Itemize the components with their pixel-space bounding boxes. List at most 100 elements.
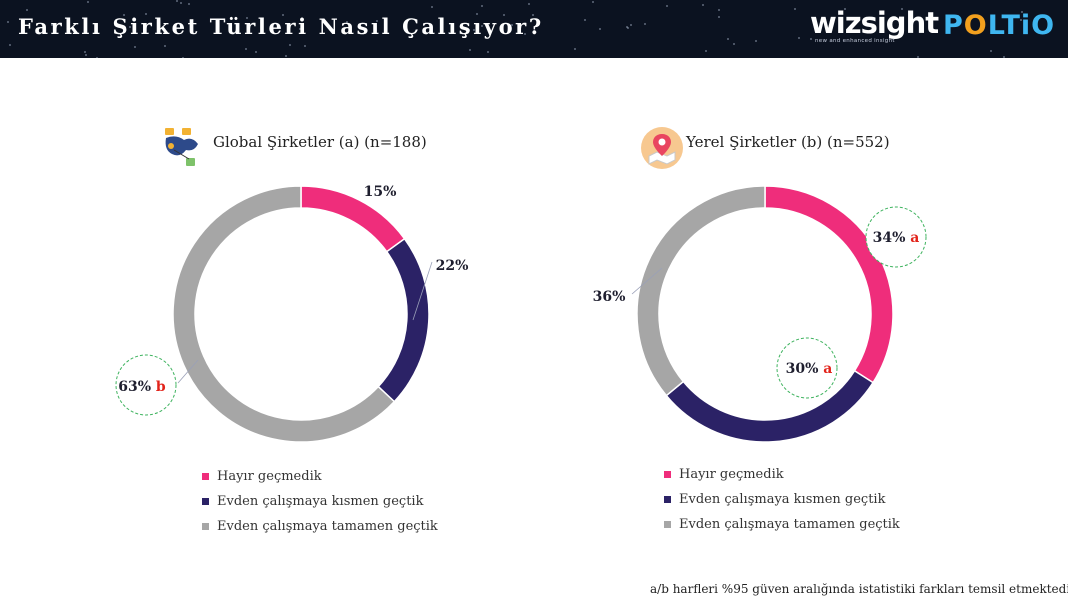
legend-label: Hayır geçmedik (217, 469, 322, 484)
significance-circle (115, 354, 177, 416)
legend-label: Evden çalışmaya kısmen geçtik (217, 494, 424, 509)
legend-global: Hayır geçmedik Evden çalışmaya kısmen ge… (202, 464, 438, 539)
star-dot (245, 48, 248, 51)
star-dot (487, 50, 490, 53)
donut-slice (377, 237, 430, 403)
legend-swatch-navy (202, 498, 209, 505)
star-dot (468, 28, 471, 31)
donut-slice (172, 185, 396, 443)
poltio-logo-p: P (943, 10, 964, 41)
star-dot (532, 13, 535, 16)
wizsight-logo: wizsight (810, 6, 939, 40)
star-dot (989, 49, 992, 52)
star-dot (573, 48, 576, 51)
footnote: a/b harfleri %95 güven aralığında istati… (650, 582, 1068, 596)
data-label-value: 22% (436, 258, 469, 274)
star-dot (345, 20, 348, 23)
data-label-value: 34% (873, 230, 906, 246)
star-dot (629, 23, 632, 26)
star-dot (510, 24, 513, 27)
wizsight-logo-tagline: new and enhanced insight (815, 38, 895, 44)
legend-label: Hayır geçmedik (679, 467, 784, 482)
star-dot (375, 20, 378, 23)
star-dot (447, 31, 450, 34)
star-dot (844, 7, 847, 10)
data-label: 36% (593, 289, 626, 305)
star-dot (288, 44, 291, 47)
legend-swatch-gray (664, 521, 671, 528)
star-dot (705, 50, 708, 53)
chart-title-global: Global Şirketler (a) (n=188) (213, 133, 427, 151)
star-dot (133, 46, 136, 48)
legend-label: Evden çalışmaya tamamen geçtik (679, 517, 900, 532)
legend-swatch-navy (664, 496, 671, 503)
star-dot (480, 5, 483, 8)
star-dot (666, 5, 669, 7)
significance-circle (865, 206, 927, 268)
legend-swatch-pink (664, 471, 671, 478)
star-dot (527, 3, 530, 6)
star-dot (481, 25, 484, 28)
star-dot (473, 29, 476, 32)
star-dot (188, 2, 191, 5)
donut-slice (665, 369, 875, 443)
star-dot (793, 7, 796, 10)
star-dot (475, 13, 478, 16)
star-dot (298, 28, 301, 31)
poltio-logo: POLTiO (943, 10, 1055, 41)
star-dot (732, 42, 735, 45)
data-label-value: 15% (364, 184, 397, 200)
star-dot (717, 9, 720, 12)
star-dot (900, 8, 903, 11)
donut-slice (636, 185, 766, 397)
significance-letter: a (905, 230, 919, 246)
star-dot (303, 45, 306, 48)
star-dot (502, 13, 505, 16)
label-leader-line (412, 261, 433, 321)
data-label: 63% b (118, 379, 166, 395)
data-label-value: 36% (593, 289, 626, 305)
star-dot (123, 14, 126, 17)
legend-label: Evden çalışmaya kısmen geçtik (679, 492, 886, 507)
star-dot (282, 13, 285, 16)
star-dot (7, 20, 10, 23)
global-network-icon (165, 128, 198, 166)
star-dot (798, 37, 801, 40)
label-leader-line (177, 359, 199, 384)
data-label: 30% a (786, 361, 833, 377)
star-dot (717, 16, 720, 19)
star-dot (254, 51, 257, 54)
legend-swatch-pink (202, 473, 209, 480)
map-pin-icon (641, 127, 683, 169)
star-dot (1020, 18, 1023, 21)
chart-title-local: Yerel Şirketler (b) (n=552) (686, 133, 890, 151)
star-dot (85, 53, 88, 56)
star-dot (643, 23, 646, 26)
star-dot (916, 56, 919, 58)
star-dot (50, 23, 53, 26)
star-dot (128, 25, 131, 28)
legend-item-full: Evden çalışmaya tamamen geçtik (202, 514, 438, 539)
significance-circle (776, 337, 838, 399)
legend-swatch-gray (202, 523, 209, 530)
significance-letter: b (151, 379, 166, 395)
star-dot (87, 1, 90, 4)
star-dot (175, 0, 178, 3)
legend-item-no: Hayır geçmedik (664, 462, 900, 487)
star-dot (627, 27, 630, 30)
page-title: Farklı Şirket Türleri Nasıl Çalışıyor? (18, 14, 544, 39)
star-dot (592, 1, 595, 4)
star-dot (468, 48, 471, 51)
star-dot (1020, 10, 1023, 13)
star-dot (727, 37, 730, 40)
poltio-logo-o: O (963, 10, 988, 41)
star-dot (957, 15, 960, 18)
star-dot (284, 55, 287, 58)
star-dot (83, 50, 86, 53)
significance-letter: a (818, 361, 832, 377)
star-dot (810, 37, 813, 40)
star-dot (598, 28, 601, 31)
legend-item-no: Hayır geçmedik (202, 464, 438, 489)
star-dot (180, 2, 183, 5)
